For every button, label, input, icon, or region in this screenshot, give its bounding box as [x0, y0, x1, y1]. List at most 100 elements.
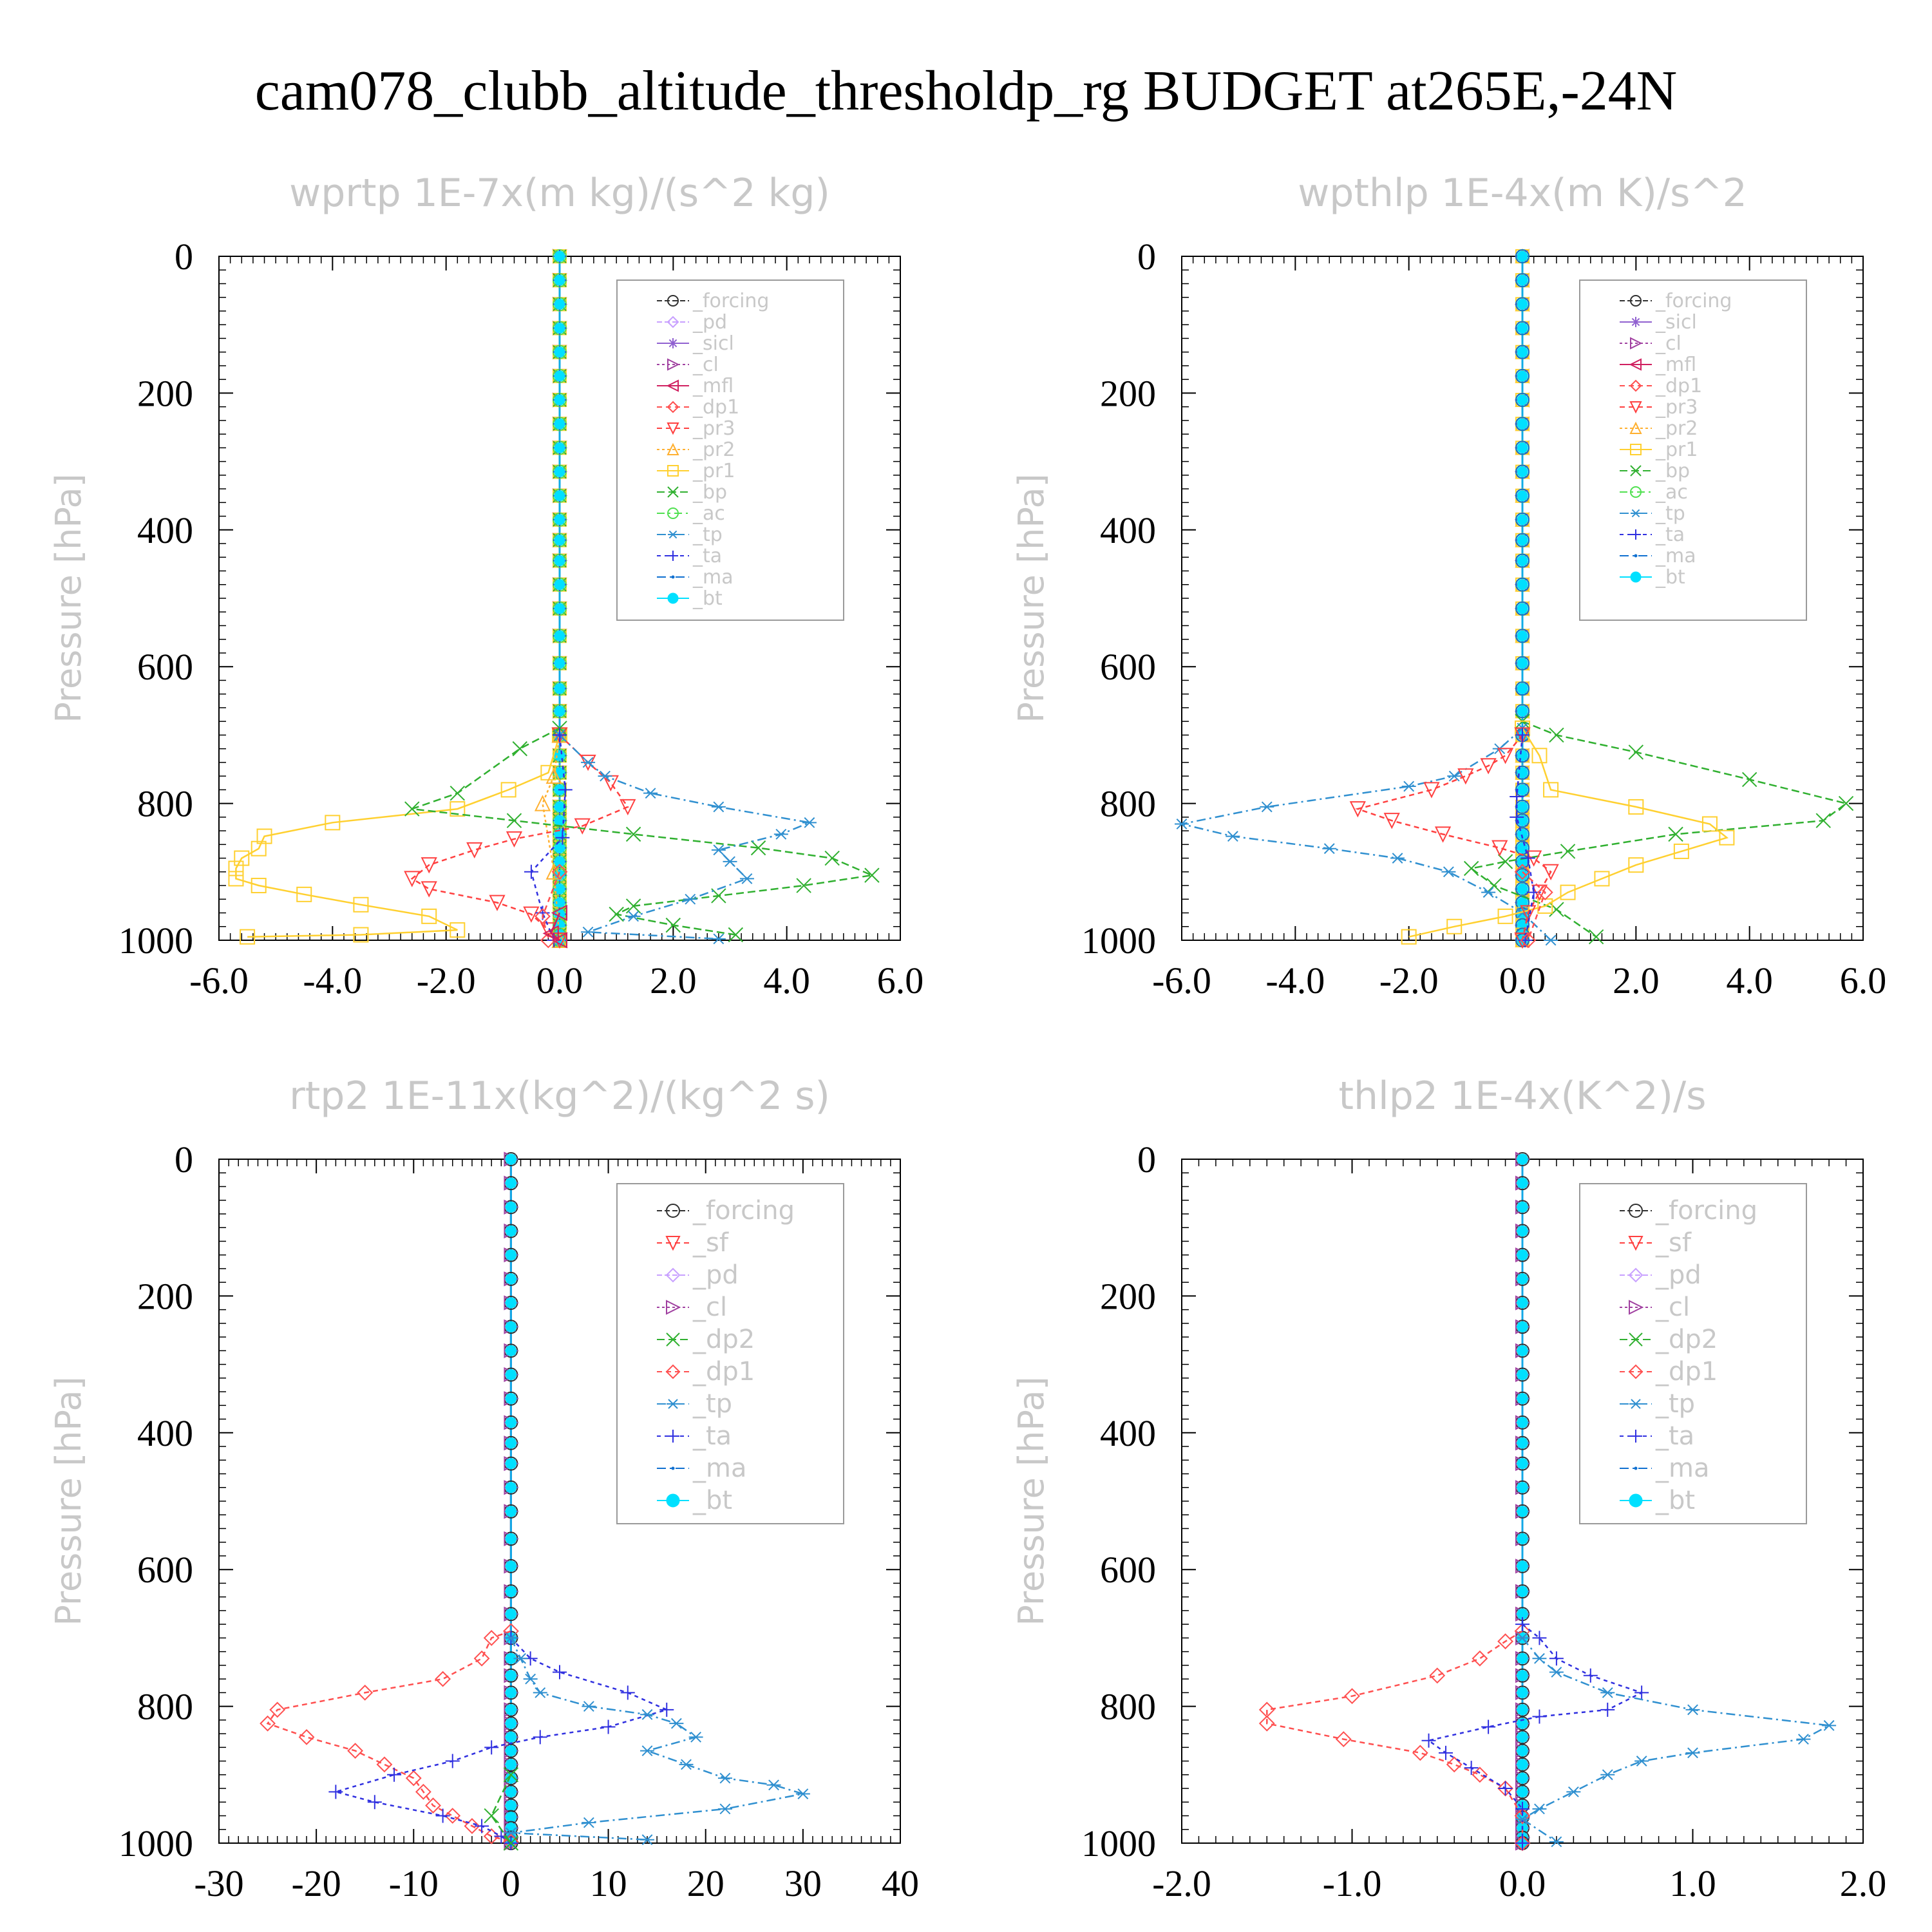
data-point — [545, 767, 562, 784]
zero-series-point — [1517, 801, 1528, 813]
data-point — [723, 856, 737, 867]
zero-series-point — [554, 298, 565, 310]
zero-series-point — [1517, 1201, 1528, 1213]
series-dp1 — [260, 1623, 519, 1850]
series-line — [1522, 871, 1546, 941]
y-tick-label: 800 — [137, 1686, 193, 1728]
zero-series-point — [505, 1482, 516, 1493]
data-point — [1583, 1668, 1598, 1683]
zero-series-point — [505, 1745, 516, 1757]
legend-entry: _pr3 — [692, 417, 735, 440]
x-tick-label: 6.0 — [1840, 960, 1887, 1001]
legend-marker — [667, 295, 679, 307]
data-point — [298, 1728, 315, 1745]
zero-series-point — [1517, 555, 1528, 567]
data-point — [1685, 1747, 1700, 1759]
legend-marker — [1630, 295, 1642, 307]
zero-series-point — [1517, 750, 1528, 761]
legend-box — [1579, 1183, 1807, 1524]
data-point — [1531, 748, 1548, 764]
zero-series-point — [1515, 553, 1530, 568]
series-line — [530, 735, 567, 941]
x-tick-label: -6.0 — [1152, 960, 1211, 1001]
legend-entry: _mfl — [692, 375, 734, 397]
data-point — [228, 871, 244, 887]
data-point — [445, 1754, 460, 1768]
data-point — [484, 1740, 499, 1755]
y-tick-label: 200 — [1100, 1275, 1156, 1317]
zero-series-point — [554, 490, 565, 502]
data-point — [1446, 918, 1463, 934]
y-tick-label: 600 — [1100, 1549, 1156, 1591]
legend-marker — [667, 442, 679, 455]
data-point — [1520, 851, 1535, 866]
zero-series-point — [1517, 1226, 1528, 1237]
zero-series-point — [505, 1273, 516, 1285]
legend-marker — [667, 422, 679, 435]
data-point — [1566, 1786, 1581, 1797]
data-point — [1510, 810, 1524, 824]
data-point — [421, 857, 437, 874]
zero-series-point — [1517, 1786, 1528, 1797]
data-point — [1472, 1766, 1488, 1783]
y-tick-label: 1000 — [1081, 920, 1156, 961]
zero-series-point — [1517, 828, 1528, 840]
zero-series-point — [554, 370, 565, 382]
zero-series-point — [505, 1437, 516, 1449]
zero-series-point — [505, 1586, 516, 1597]
legend-marker — [667, 401, 679, 413]
legend-marker — [1629, 1332, 1643, 1347]
data-point — [506, 831, 523, 848]
zero-series-point — [554, 658, 565, 669]
data-point — [1838, 795, 1854, 811]
data-point — [1175, 819, 1189, 829]
zero-series-point — [1517, 1670, 1528, 1681]
data-point — [1532, 1631, 1547, 1645]
x-tick-label: 1.0 — [1669, 1862, 1716, 1904]
legend-marker — [667, 592, 679, 604]
data-point — [405, 1770, 422, 1786]
data-point — [796, 878, 811, 893]
data-point — [555, 830, 570, 845]
series-line — [510, 1637, 804, 1841]
data-point — [1628, 857, 1644, 873]
zero-series-point — [1515, 345, 1530, 359]
x-tick-label: -6.0 — [189, 960, 249, 1001]
data-point — [574, 818, 591, 835]
data-point — [325, 815, 341, 831]
y-tick-label: 200 — [137, 1275, 193, 1317]
legend-entry: _mfl — [1655, 354, 1696, 376]
zero-series-point — [1515, 321, 1530, 336]
series-bp — [1463, 714, 1854, 945]
data-point — [640, 1834, 655, 1846]
series-pr1 — [1401, 720, 1735, 945]
x-tick-label: 40 — [882, 1862, 919, 1904]
chart-panel: wprtp 1E-7x(m kg)/(s^2 kg) Pressure [hPa]… — [48, 171, 923, 1001]
data-point — [421, 908, 437, 924]
data-point — [1560, 844, 1576, 859]
zero-series-point — [1515, 368, 1530, 383]
y-tick-label: 800 — [1100, 1686, 1156, 1728]
zero-series-point — [1517, 1321, 1528, 1332]
panel-title: wpthlp 1E-4x(m K)/s^2 — [1298, 171, 1747, 216]
data-point — [773, 828, 788, 840]
legend-marker — [1628, 1364, 1643, 1379]
data-point — [581, 926, 596, 938]
zero-series-point — [554, 579, 565, 591]
zero-series-point — [1517, 1345, 1528, 1356]
data-point — [1600, 1702, 1615, 1717]
x-tick-label: 0 — [502, 1862, 520, 1904]
zero-series-point — [1517, 323, 1528, 334]
x-tick-label: -20 — [291, 1862, 341, 1904]
legend-entry: _cl — [1655, 1293, 1690, 1322]
data-point — [717, 1803, 732, 1815]
zero-series-point — [1517, 1772, 1528, 1784]
zero-series-point — [505, 1458, 516, 1470]
data-point — [450, 801, 466, 817]
zero-series-point — [505, 1153, 516, 1165]
data-point — [669, 1718, 684, 1729]
data-point — [1628, 799, 1644, 815]
legend-entry: _ma — [1655, 1454, 1709, 1483]
zero-series-point — [1517, 1393, 1528, 1405]
